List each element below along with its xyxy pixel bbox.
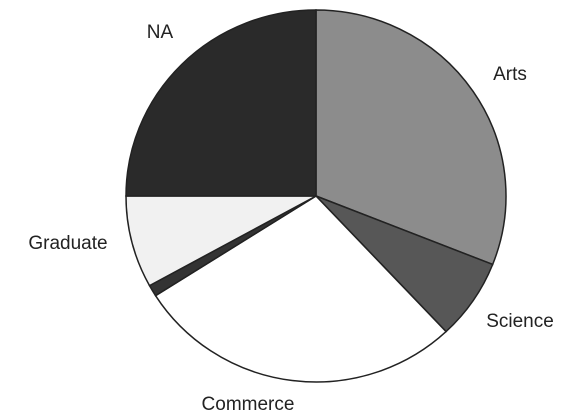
slice-label: Arts — [493, 64, 527, 85]
slice-label: Graduate — [28, 233, 107, 254]
pie-slice — [125, 195, 317, 287]
pie-slice — [315, 9, 507, 266]
pie-slice — [125, 9, 317, 197]
slice-label: Commerce — [202, 394, 295, 415]
slice-label: Science — [486, 311, 554, 332]
slice-label: NA — [147, 22, 174, 43]
pie-slice — [154, 195, 448, 383]
